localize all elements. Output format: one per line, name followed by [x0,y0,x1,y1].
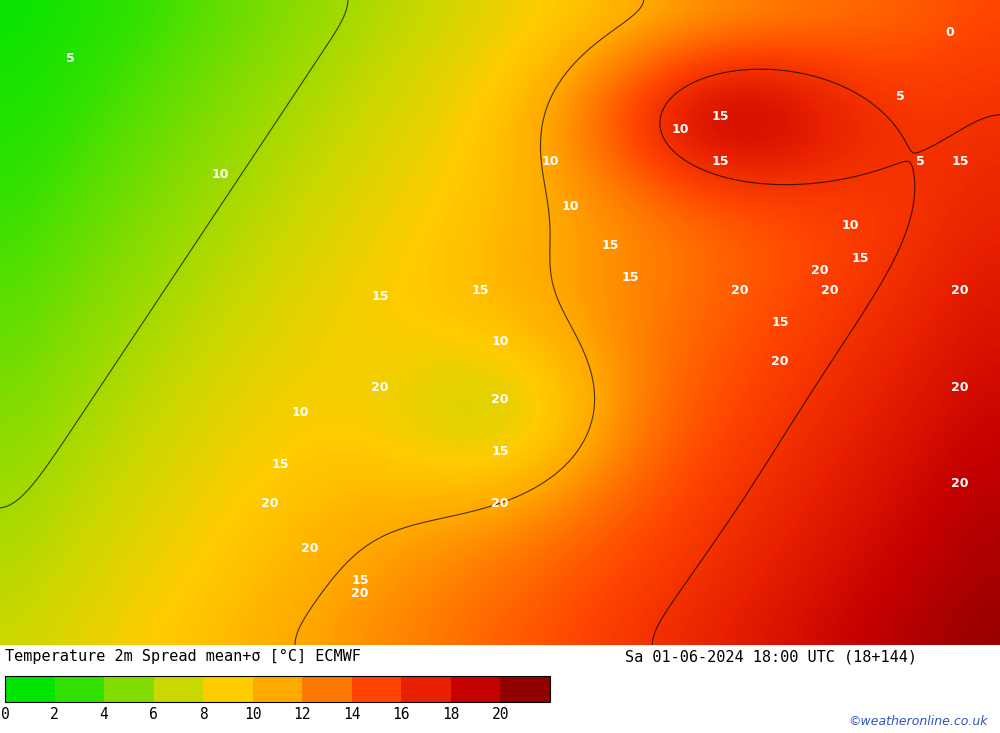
Bar [253,677,302,702]
Bar [302,677,352,702]
Text: 8: 8 [199,707,208,722]
Text: 20: 20 [951,380,969,394]
Text: 4: 4 [100,707,108,722]
Text: 2: 2 [50,707,59,722]
Bar [203,677,253,702]
Text: 10: 10 [211,168,229,180]
Text: 20: 20 [951,284,969,297]
Bar [500,677,550,702]
Text: 15: 15 [711,110,729,122]
Text: 0: 0 [1,707,9,722]
Bar [5,677,550,702]
Text: 15: 15 [371,290,389,303]
Text: 20: 20 [301,542,319,555]
Text: 20: 20 [731,284,749,297]
Text: 10: 10 [291,406,309,419]
Text: 20: 20 [491,394,509,406]
Text: Sa 01-06-2024 18:00 UTC (18+144): Sa 01-06-2024 18:00 UTC (18+144) [625,649,917,664]
Bar [104,677,154,702]
Text: 20: 20 [261,497,279,509]
Text: 10: 10 [841,219,859,232]
Text: 12: 12 [294,707,311,722]
Bar [451,677,500,702]
Text: 15: 15 [621,271,639,284]
Text: 10: 10 [491,336,509,348]
Text: 15: 15 [271,458,289,471]
Text: 15: 15 [471,284,489,297]
Text: 10: 10 [244,707,261,722]
Text: 5: 5 [896,90,904,103]
Text: 10: 10 [561,200,579,213]
Text: 5: 5 [66,51,74,65]
Text: 0: 0 [946,26,954,39]
Text: 20: 20 [821,284,839,297]
Text: 15: 15 [351,574,369,587]
Text: Temperature 2m Spread mean+σ [°C] ECMWF: Temperature 2m Spread mean+σ [°C] ECMWF [5,649,361,664]
Text: 20: 20 [491,497,509,509]
Text: 20: 20 [492,707,509,722]
Text: 14: 14 [343,707,361,722]
Text: 20: 20 [351,587,369,600]
Text: 20: 20 [811,265,829,277]
Bar [55,677,104,702]
Text: 15: 15 [601,239,619,251]
Bar [401,677,451,702]
Text: 16: 16 [393,707,410,722]
Text: 5: 5 [916,155,924,168]
Text: 10: 10 [541,155,559,168]
Text: 15: 15 [491,445,509,458]
Bar [352,677,401,702]
Text: 15: 15 [851,251,869,265]
Text: 20: 20 [371,380,389,394]
Text: 15: 15 [771,316,789,329]
Text: ©weatheronline.co.uk: ©weatheronline.co.uk [848,715,988,728]
Text: 20: 20 [951,477,969,490]
Text: 15: 15 [711,155,729,168]
Text: 6: 6 [149,707,158,722]
Bar [154,677,203,702]
Text: 18: 18 [442,707,460,722]
Text: 15: 15 [951,155,969,168]
Text: 20: 20 [771,355,789,368]
Bar [5,677,55,702]
Text: 10: 10 [671,122,689,136]
